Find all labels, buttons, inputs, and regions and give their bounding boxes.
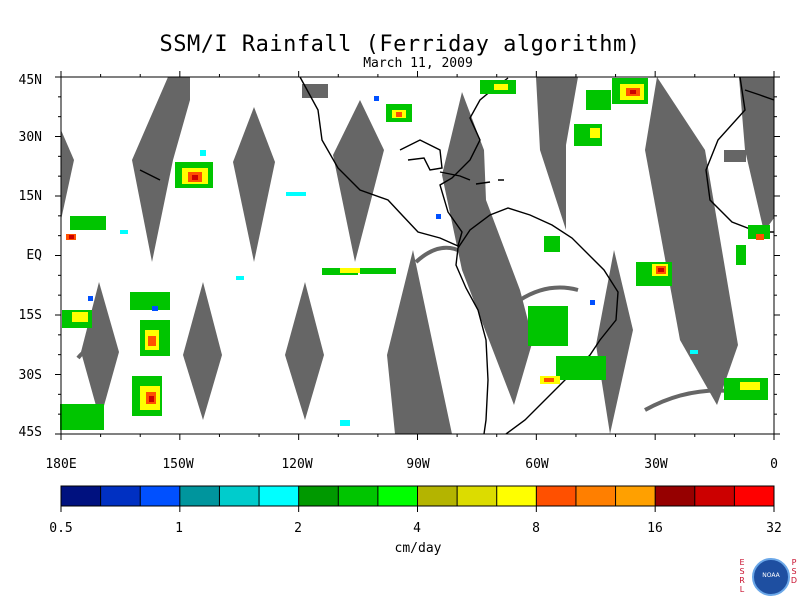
colorbar-swatch (417, 486, 458, 506)
swath-gap (183, 282, 222, 420)
colorbar-swatch (536, 486, 577, 506)
swath-gap (61, 130, 74, 220)
colorbar-swatch (100, 486, 141, 506)
colorbar-label: 2 (294, 521, 302, 536)
colorbar-swatch (377, 486, 418, 506)
satellite-swath-gaps (61, 77, 774, 434)
colorbar-label: 8 (532, 521, 540, 536)
swath-gap (596, 250, 633, 434)
lat-label-45n: 45N (18, 73, 42, 88)
colorbar-swatch (219, 486, 260, 506)
swath-gap (724, 150, 746, 162)
lat-label-30s: 30S (18, 368, 42, 383)
lon-label-30w: 30W (644, 457, 668, 472)
south-america-west (455, 247, 489, 435)
colorbar-label: 0.5 (49, 521, 73, 536)
cuba (139, 169, 161, 181)
swath-gap (233, 107, 275, 262)
swath-gap (645, 77, 738, 405)
colorbar-swatch (298, 486, 339, 506)
gulf-coast (399, 139, 443, 171)
caribbean-islands (439, 171, 504, 185)
colorbar-swatch (259, 486, 300, 506)
colorbar-swatch (457, 486, 498, 506)
swath-gap (536, 77, 578, 230)
swath-gap (285, 282, 324, 420)
map-date: March 11, 2009 (363, 56, 473, 71)
colorbar-swatch (694, 486, 735, 506)
lat-label-45s: 45S (18, 425, 42, 440)
north-america-coast (299, 76, 509, 247)
colorbar-swatch (655, 486, 696, 506)
axis-ticks (55, 71, 780, 440)
swath-gap (387, 250, 452, 434)
lon-label-150w: 150W (162, 457, 194, 472)
south-america-coast (457, 207, 619, 435)
colorbar-swatch (61, 486, 102, 506)
colorbar (60, 485, 775, 512)
lat-label-30n: 30N (18, 130, 42, 145)
lat-label-15n: 15N (18, 189, 42, 204)
noaa-emblem-icon: NOAA (752, 558, 790, 596)
lon-label-0: 0 (770, 457, 778, 472)
lon-label-90w: 90W (406, 457, 430, 472)
lat-label-eq: EQ (26, 248, 42, 263)
colorbar-swatch (338, 486, 379, 506)
swath-gap (302, 84, 328, 98)
lat-label-15s: 15S (18, 308, 42, 323)
swath-gap (739, 77, 774, 232)
colorbar-swatch (179, 486, 220, 506)
rainfall-cells (60, 78, 770, 430)
colorbar-swatch (140, 486, 181, 506)
europe-coast (744, 89, 775, 101)
colorbar-label: 1 (175, 521, 183, 536)
lon-label-120w: 120W (281, 457, 313, 472)
lon-label-60w: 60W (525, 457, 549, 472)
swath-gap (442, 92, 533, 405)
noaa-emblem-text: NOAA (762, 572, 780, 579)
colorbar-swatch (575, 486, 617, 506)
colorbar-swatch (496, 486, 537, 506)
swath-gap (132, 77, 190, 262)
colorbar-swatch (734, 486, 775, 506)
colorbar-label: 16 (647, 521, 663, 536)
map-title: SSM/I Rainfall (Ferriday algorithm) (159, 32, 641, 57)
colorbar-swatch (615, 486, 656, 506)
lon-label-180e: 180E (45, 457, 77, 472)
colorbar-label: 4 (413, 521, 421, 536)
colorbar-label: 32 (766, 521, 782, 536)
colorbar-units: cm/day (394, 541, 442, 556)
swath-gap (333, 100, 384, 262)
